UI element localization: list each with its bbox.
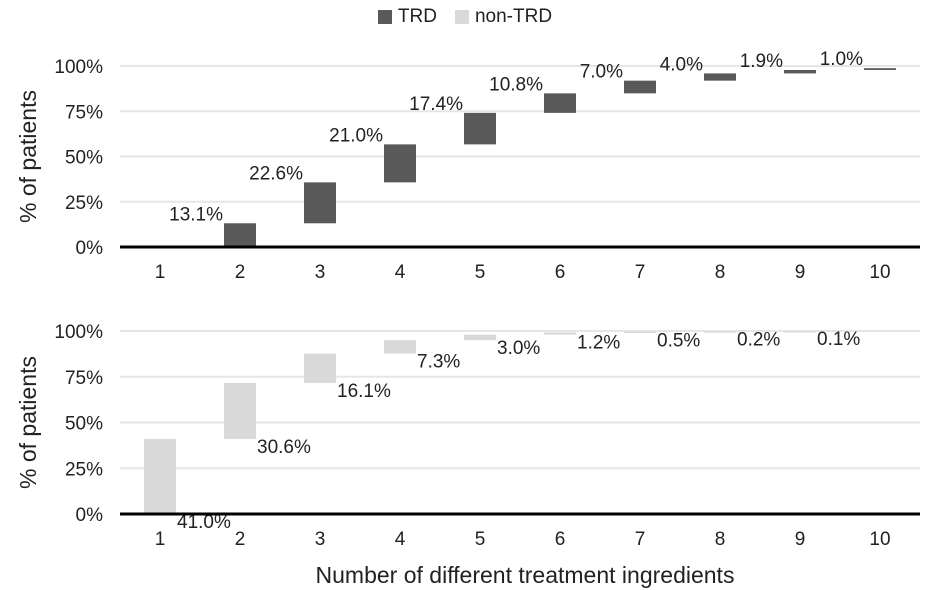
- top-bar: [304, 182, 336, 224]
- top-bar: [704, 73, 736, 81]
- top-xtick-label: 6: [555, 262, 566, 283]
- bottom-xtick-label: 10: [869, 529, 890, 550]
- bottom-ytick-label: 0%: [76, 505, 104, 526]
- bottom-data-label: 16.1%: [337, 381, 391, 402]
- bottom-data-label: 30.6%: [257, 437, 311, 458]
- legend: TRD non-TRD: [0, 6, 930, 28]
- bottom-bar: [304, 353, 336, 383]
- bottom-xtick-label: 6: [555, 529, 566, 550]
- top-data-label: 22.6%: [249, 163, 303, 184]
- legend-swatch-non-trd: [454, 10, 469, 24]
- top-data-label: 10.8%: [489, 74, 543, 95]
- top-data-label: 17.4%: [409, 94, 463, 115]
- bottom-bar: [784, 331, 816, 333]
- bottom-data-label: 0.1%: [817, 329, 860, 350]
- top-data-label: 1.9%: [740, 51, 783, 72]
- top-bar: [864, 68, 896, 70]
- bottom-data-label: 0.5%: [657, 330, 700, 351]
- top-data-label: 21.0%: [329, 125, 383, 146]
- top-bar: [624, 80, 656, 94]
- top-xtick-label: 3: [315, 262, 326, 283]
- top-ylabel: % of patients: [15, 90, 41, 223]
- legend-item-trd: TRD: [377, 6, 437, 28]
- top-ytick-label: 0%: [76, 238, 104, 259]
- bottom-ytick-label: 25%: [65, 459, 103, 480]
- top-xtick-label: 1: [155, 262, 166, 283]
- top-xtick-label: 5: [475, 262, 486, 283]
- bottom-data-label: 7.3%: [417, 352, 460, 373]
- bottom-ytick-label: 75%: [65, 368, 103, 389]
- bottom-bar: [224, 382, 256, 439]
- bottom-bar: [384, 340, 416, 354]
- top-ytick-label: 25%: [65, 193, 103, 214]
- bottom-bar: [144, 438, 176, 514]
- top-bar: [384, 144, 416, 183]
- top-data-label: 4.0%: [660, 54, 703, 75]
- bottom-xtick-label: 9: [795, 529, 806, 550]
- bottom-data-label: 1.2%: [577, 333, 620, 354]
- bottom-ylabel: % of patients: [15, 356, 41, 489]
- bottom-bar: [464, 334, 496, 341]
- top-bar: [544, 93, 576, 113]
- bottom-data-label: 0.2%: [737, 330, 780, 351]
- bottom-ytick-label: 100%: [54, 322, 103, 343]
- top-xtick-label: 9: [795, 262, 806, 283]
- top-data-label: 13.1%: [169, 204, 223, 225]
- top-xtick-label: 7: [635, 262, 646, 283]
- top-xtick-label: 10: [869, 262, 890, 283]
- top-data-label: 7.0%: [580, 62, 623, 83]
- legend-label-trd: TRD: [397, 6, 437, 27]
- top-xtick-label: 8: [715, 262, 726, 283]
- bottom-xlabel: Number of different treatment ingredient…: [316, 562, 735, 588]
- bottom-xtick-label: 3: [315, 529, 326, 550]
- top-xtick-label: 2: [235, 262, 246, 283]
- bottom-data-label: 41.0%: [177, 512, 231, 533]
- top-xtick-label: 4: [395, 262, 406, 283]
- bottom-xtick-label: 4: [395, 529, 406, 550]
- legend-item-non-trd: non-TRD: [454, 6, 553, 28]
- bottom-xtick-label: 7: [635, 529, 646, 550]
- top-ytick-label: 50%: [65, 148, 103, 169]
- bottom-bar: [544, 332, 576, 335]
- bottom-xtick-label: 8: [715, 529, 726, 550]
- bottom-bar: [704, 331, 736, 333]
- bottom-ytick-label: 50%: [65, 414, 103, 435]
- bottom-bar: [624, 331, 656, 334]
- top-ytick-label: 100%: [54, 57, 103, 78]
- top-ytick-label: 75%: [65, 102, 103, 123]
- legend-swatch-trd: [377, 10, 392, 24]
- top-data-label: 1.0%: [820, 49, 863, 70]
- bottom-data-label: 3.0%: [497, 338, 540, 359]
- top-bar: [784, 69, 816, 74]
- top-bar: [224, 223, 256, 247]
- top-bar: [464, 112, 496, 145]
- bottom-xtick-label: 2: [235, 529, 246, 550]
- bottom-xtick-label: 5: [475, 529, 486, 550]
- legend-label-non-trd: non-TRD: [474, 6, 553, 27]
- bottom-xtick-label: 1: [155, 529, 166, 550]
